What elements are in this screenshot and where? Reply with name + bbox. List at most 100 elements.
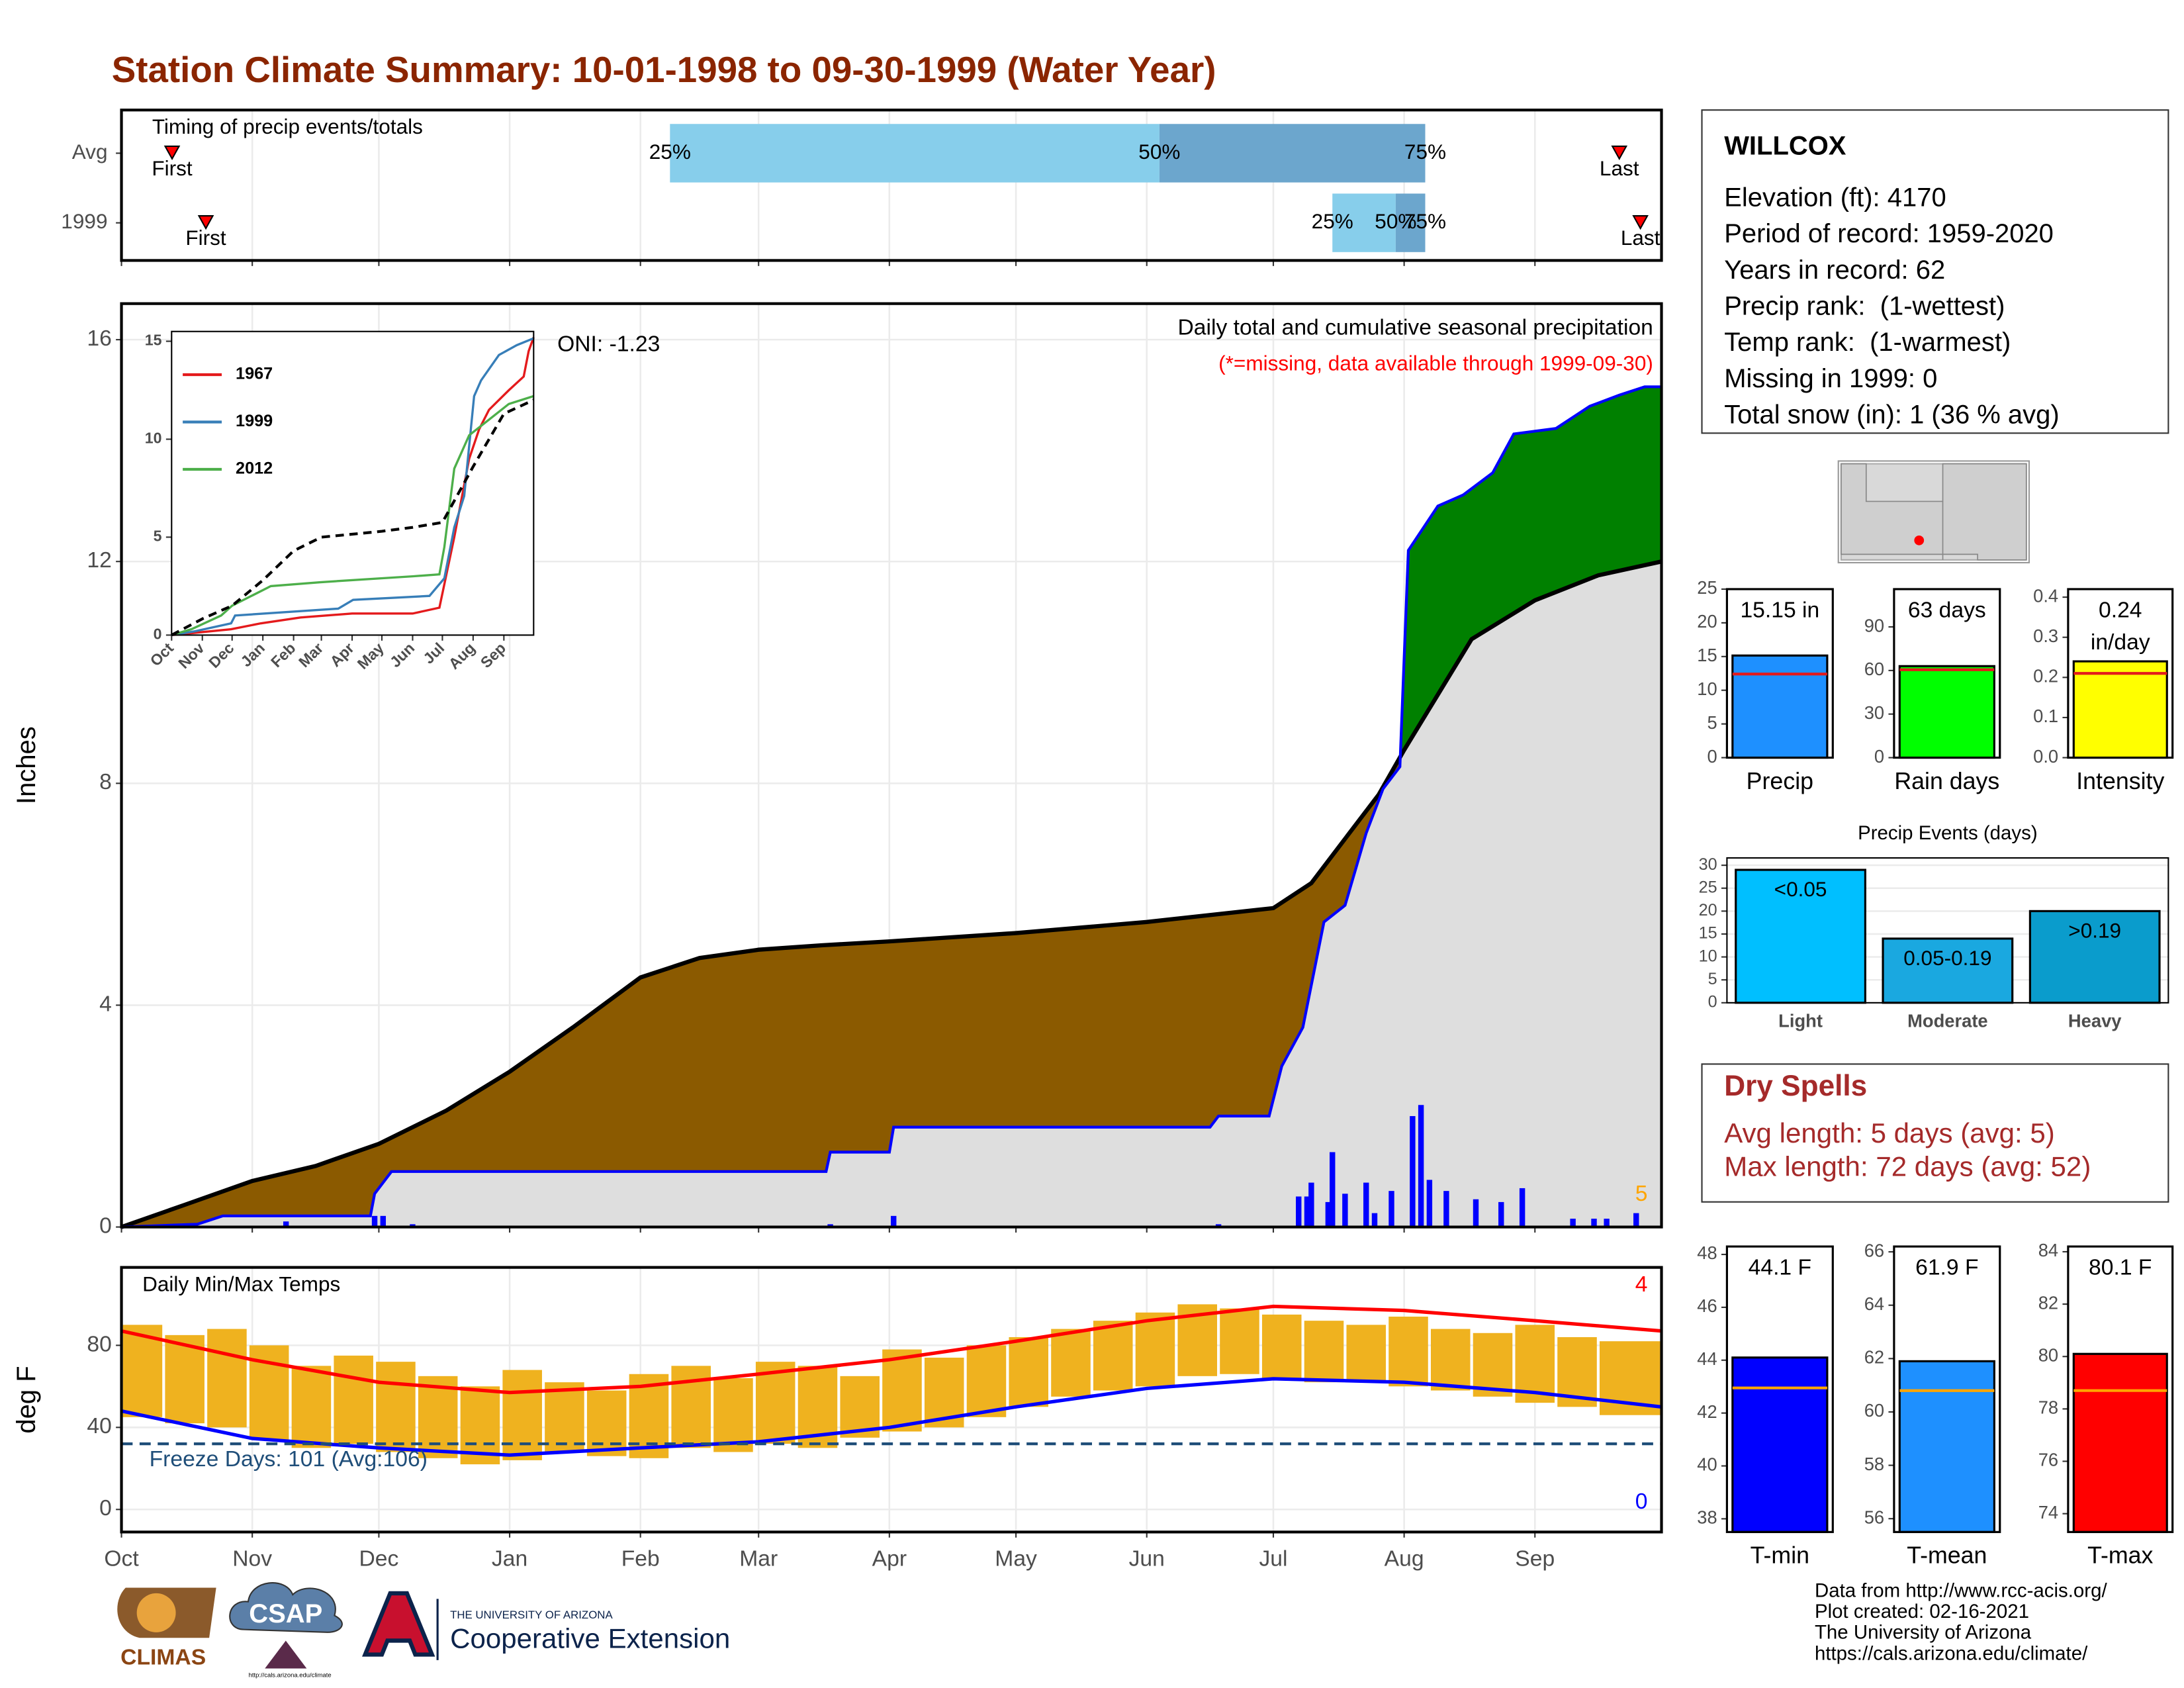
y-tick-label: 30: [1864, 702, 1884, 723]
bar: [1735, 868, 1866, 1004]
daily-bar: [1363, 1182, 1369, 1227]
y-axis-label: Inches: [12, 726, 41, 804]
chart-subtitle: (*=missing, data available through 1999-…: [1218, 352, 1653, 375]
y-tick-label: 30: [1699, 855, 1717, 874]
summary-bar: [2072, 1352, 2168, 1533]
daily-bar: [1473, 1199, 1479, 1227]
event-label: Last: [1600, 156, 1639, 180]
daily-bar: [1443, 1191, 1449, 1227]
event-marker: [197, 215, 214, 230]
category-label: Rain days: [1894, 768, 1999, 794]
y-tick-label: 5: [1707, 712, 1717, 733]
y-tick-label: 10: [1697, 679, 1717, 699]
y-tick-label: 84: [2038, 1240, 2058, 1260]
x-tick-label: Nov: [232, 1546, 272, 1571]
daily-bar: [1296, 1196, 1302, 1227]
temp-range-bar: [1135, 1312, 1175, 1387]
daily-bar: [1633, 1213, 1639, 1227]
temp-range-bar: [545, 1382, 584, 1452]
y-tick-label: 0.0: [2033, 746, 2058, 767]
dry-spells-title: Dry Spells: [1724, 1070, 1867, 1102]
daily-bar: [380, 1215, 387, 1227]
value-label: 63 days: [1908, 598, 1986, 623]
y-tick-label: 40: [1697, 1454, 1717, 1475]
y-tick-label: 0.3: [2033, 626, 2058, 646]
temp-range-bar: [165, 1335, 205, 1424]
category-label: Light: [1778, 1011, 1823, 1031]
y-tick-label: 90: [1864, 615, 1884, 635]
y-tick-label: 20: [1699, 901, 1717, 919]
page-title: Station Climate Summary: 10-01-1998 to 0…: [112, 49, 1216, 90]
y-tick-label: 12: [87, 548, 111, 573]
csap-logo: CSAP: [249, 1599, 322, 1628]
value-label: <0.05: [1774, 877, 1827, 901]
station-line: Period of record: 1959-2020: [1724, 219, 2054, 248]
value-label: 61.9 F: [1915, 1256, 1978, 1280]
plot-frame: [1725, 1245, 1834, 1533]
y-tick-label: 25: [1699, 878, 1717, 896]
plot-frame: [1726, 857, 2169, 1004]
temp-range-bar: [1009, 1336, 1048, 1407]
annotation: 5: [1635, 1182, 1648, 1206]
category-label: Intensity: [2076, 768, 2164, 794]
daily-bar: [1304, 1196, 1310, 1227]
y-tick-label: 5: [1708, 970, 1717, 988]
x-tick-label: Aug: [1385, 1546, 1424, 1571]
y-tick-label: 25: [1697, 577, 1717, 598]
plot-frame: [2067, 1245, 2174, 1533]
daily-bar: [1591, 1219, 1597, 1227]
station-line: Precip rank: (1-wettest): [1724, 292, 2005, 321]
quartile-range: [1332, 193, 1396, 252]
y-tick-label: 15: [1697, 645, 1717, 665]
y-tick-label: 0.1: [2033, 706, 2058, 726]
dry-spells-line: Avg length: 5 days (avg: 5): [1724, 1117, 2055, 1149]
y-tick-label: 44: [1697, 1348, 1717, 1369]
temp-range-bar: [376, 1362, 416, 1452]
percent-label: 50%: [1138, 140, 1180, 164]
logos: CLIMAS CSAP http://cals.arizona.edu/clim…: [117, 1582, 730, 1679]
legend-label: 2012: [236, 459, 273, 478]
university-name: THE UNIVERSITY OF ARIZONA: [450, 1609, 613, 1621]
y-tick-label: 80: [87, 1332, 111, 1356]
y-tick-label: 64: [1864, 1293, 1884, 1314]
event-label: Last: [1621, 226, 1661, 250]
x-tick-label: May: [995, 1546, 1037, 1571]
event-label: First: [152, 156, 193, 180]
y-tick-label: 0.2: [2033, 666, 2058, 686]
y-tick-label: 8: [99, 770, 112, 794]
station-line: Total snow (in): 1 (36 % avg): [1724, 400, 2059, 430]
temp-range-bar: [291, 1366, 332, 1448]
inset-background: [171, 331, 534, 635]
average-line: [120, 559, 1662, 1229]
credit-line: Data from http://www.rcc-acis.org/: [1815, 1580, 2107, 1602]
y-tick-label: 76: [2038, 1450, 2058, 1470]
y-tick-label: 42: [1697, 1401, 1717, 1422]
temp-range-bar: [840, 1376, 880, 1438]
daily-bar: [1570, 1219, 1576, 1227]
y-tick-label: 62: [1864, 1347, 1884, 1368]
series-line: [171, 399, 535, 637]
chart-title: Precip Events (days): [1858, 822, 2038, 844]
y-tick-label: 20: [1697, 611, 1717, 632]
daily-bar: [1342, 1194, 1348, 1227]
event-marker: [163, 145, 181, 161]
event-marker: [1611, 145, 1628, 161]
chart-title: Daily total and cumulative seasonal prec…: [1177, 315, 1653, 340]
y-tick-label: 15: [1699, 924, 1717, 943]
category-label: Precip: [1747, 768, 1813, 794]
daily-bar: [1498, 1201, 1504, 1227]
temp-range-bar: [1430, 1329, 1471, 1391]
percent-label: 75%: [1404, 140, 1446, 164]
series-line: [171, 337, 534, 637]
x-tick-label: Oct: [104, 1546, 139, 1571]
csap-mountain: [265, 1640, 307, 1669]
y-tick-label: 0: [99, 1496, 112, 1521]
category-label: Heavy: [2068, 1011, 2122, 1031]
station-name: WILLCOX: [1724, 132, 1846, 161]
plot-frame: [1893, 588, 2001, 759]
temp-range-bar: [1304, 1321, 1344, 1383]
temp-range-bar: [713, 1378, 753, 1452]
temp-range-bar: [1093, 1321, 1133, 1391]
value-label: 15.15 in: [1740, 598, 1819, 623]
